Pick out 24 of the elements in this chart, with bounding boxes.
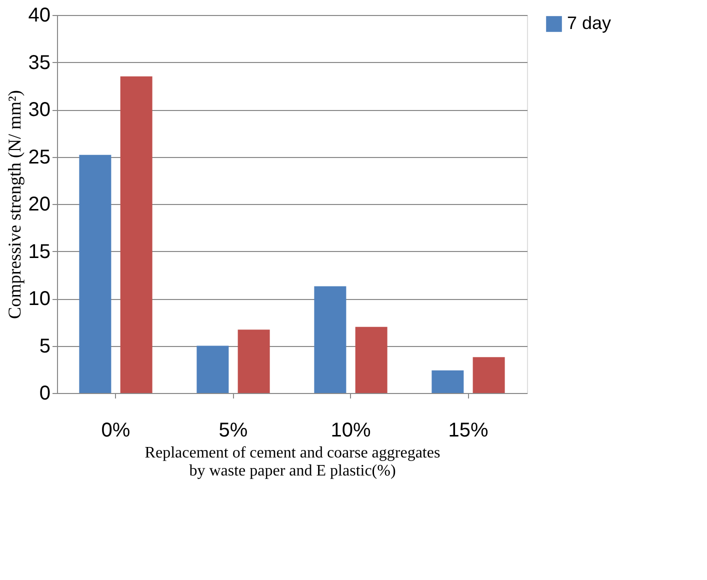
y-tick-label: 40 [28, 4, 50, 26]
y-tick-label: 25 [28, 146, 50, 168]
y-axis-title: Compressive strength (N/ mm²) [4, 90, 24, 319]
bar [196, 346, 229, 393]
y-tick-label: 15 [28, 240, 50, 263]
y-tick-label: 5 [39, 335, 50, 358]
bar [79, 154, 112, 393]
legend-label: 7 day [567, 13, 612, 33]
bar [432, 370, 464, 393]
y-tick-label: 0 [39, 382, 50, 404]
x-tick-label: 0% [101, 420, 130, 442]
y-tick-label: 10 [28, 288, 50, 310]
y-tick-label: 20 [28, 194, 50, 216]
y-tick-label: 35 [28, 52, 50, 74]
bar [314, 286, 346, 393]
bar [120, 76, 152, 393]
bar [238, 330, 270, 393]
y-tick-label: 30 [28, 99, 50, 121]
x-tick-label: 10% [330, 420, 371, 442]
bar [355, 326, 388, 393]
x-axis-title: Replacement of cement and coarse aggregates by waste paper and E plastic(%) [144, 444, 440, 480]
x-tick-label: 15% [448, 420, 488, 442]
x-tick-label: 5% [218, 420, 248, 442]
bar [472, 357, 505, 393]
